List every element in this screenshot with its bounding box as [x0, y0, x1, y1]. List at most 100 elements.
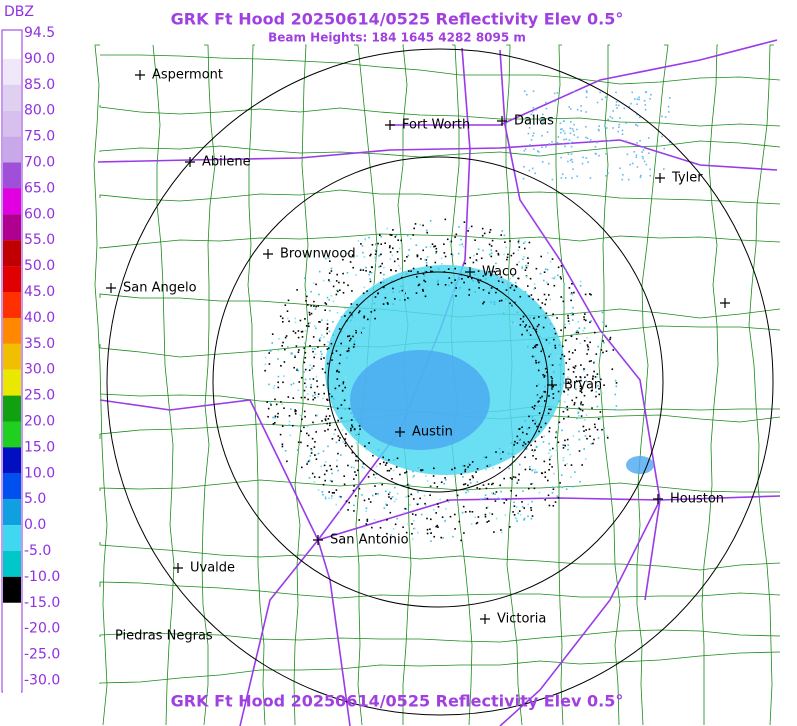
- echo-pixel: [326, 319, 329, 322]
- echo-pixel: [584, 368, 586, 370]
- echo-pixel: [536, 385, 538, 387]
- echo-pixel: [509, 477, 512, 479]
- echo-pixel: [469, 478, 471, 481]
- echo-pixel: [549, 449, 551, 451]
- echo-pixel: [326, 422, 328, 425]
- echo-pixel: [562, 345, 564, 348]
- echo-pixel: [633, 151, 635, 153]
- echo-pixel: [480, 498, 482, 500]
- echo-pixel: [386, 302, 389, 304]
- echo-pixel: [274, 422, 276, 424]
- echo-pixel: [538, 119, 541, 122]
- echo-pixel: [490, 270, 493, 273]
- echo-pixel: [467, 489, 470, 492]
- echo-pixel: [446, 238, 449, 241]
- echo-pixel: [560, 296, 562, 298]
- echo-pixel: [359, 269, 362, 271]
- echo-pixel: [497, 497, 499, 500]
- echo-pixel: [556, 495, 559, 497]
- scale-label: -10.0: [24, 569, 60, 585]
- echo-pixel: [585, 126, 587, 128]
- echo-pixel: [568, 139, 571, 141]
- echo-pixel: [507, 452, 510, 455]
- echo-pixel: [336, 407, 339, 410]
- echo-pixel: [382, 303, 385, 305]
- echo-pixel: [292, 424, 294, 427]
- echo-pixel: [538, 325, 541, 327]
- echo-pixel: [303, 426, 305, 429]
- echo-pixel: [317, 489, 320, 491]
- echo-pixel: [304, 357, 307, 359]
- color-scale: 94.590.085.080.075.070.065.060.055.050.0…: [1, 25, 60, 707]
- echo-pixel: [579, 342, 582, 345]
- echo-pixel: [519, 324, 522, 326]
- echo-pixel: [537, 383, 540, 386]
- echo-pixel: [527, 132, 530, 135]
- echo-pixel: [592, 442, 594, 445]
- echo-pixel: [354, 495, 357, 497]
- echo-pixel: [569, 132, 572, 135]
- echo-pixel: [570, 314, 573, 316]
- echo-pixel: [597, 385, 599, 387]
- echo-pixel: [308, 325, 310, 328]
- echo-pixel: [585, 136, 587, 139]
- echo-pixel: [669, 141, 671, 143]
- echo-pixel: [635, 154, 638, 157]
- echo-pixel: [532, 298, 534, 301]
- echo-pixel: [536, 344, 539, 346]
- echo-pixel: [435, 250, 438, 253]
- echo-pixel: [531, 110, 534, 113]
- echo-pixel: [426, 532, 429, 535]
- echo-pixel: [669, 97, 671, 99]
- city-label: Bryan: [564, 378, 602, 393]
- echo-pixel: [413, 227, 415, 230]
- echo-pixel: [336, 370, 338, 373]
- scale-swatch: [3, 602, 21, 629]
- city-marker: [313, 535, 323, 545]
- echo-pixel: [454, 236, 456, 238]
- echo-pixel: [510, 322, 512, 325]
- echo-pixel: [491, 513, 494, 515]
- echo-pixel: [524, 269, 527, 271]
- echo-pixel: [313, 391, 316, 394]
- echo-pixel: [279, 433, 282, 436]
- echo-pixel: [547, 324, 550, 326]
- echo-pixel: [565, 488, 568, 490]
- echo-pixel: [463, 221, 466, 223]
- echo-pixel: [344, 438, 347, 440]
- echo-pixel: [342, 258, 344, 261]
- echo-pixel: [524, 443, 527, 445]
- echo-pixel: [547, 283, 549, 286]
- echo-pixel: [412, 538, 414, 540]
- echo-pixel: [304, 382, 306, 385]
- echo-pixel: [553, 338, 555, 341]
- echo-pixel: [564, 444, 566, 447]
- echo-pixel: [371, 244, 374, 246]
- echo-pixel: [297, 351, 300, 353]
- echo-pixel: [317, 346, 319, 348]
- echo-pixel: [596, 376, 598, 378]
- echo-pixel: [636, 103, 638, 105]
- echo-pixel: [312, 421, 314, 424]
- echo-pixel: [287, 396, 290, 398]
- echo-pixel: [377, 292, 379, 294]
- echo-pixel: [422, 290, 424, 292]
- echo-pixel: [477, 279, 479, 282]
- echo-pixel: [330, 295, 333, 297]
- echo-pixel: [535, 109, 537, 111]
- echo-pixel: [343, 281, 345, 284]
- echo-pixel: [406, 256, 408, 258]
- echo-pixel: [519, 295, 522, 298]
- echo-pixel: [560, 277, 562, 280]
- echo-pixel: [429, 246, 432, 248]
- echo-pixel: [513, 460, 516, 463]
- echo-pixel: [596, 373, 599, 375]
- echo-pixel: [535, 446, 538, 449]
- echo-pixel: [548, 408, 550, 411]
- county-line: [99, 629, 781, 643]
- echo-pixel: [542, 113, 544, 116]
- echo-pixel: [310, 312, 313, 315]
- echo-pixel: [547, 452, 550, 454]
- echo-pixel: [347, 464, 349, 467]
- city-marker: [185, 157, 195, 167]
